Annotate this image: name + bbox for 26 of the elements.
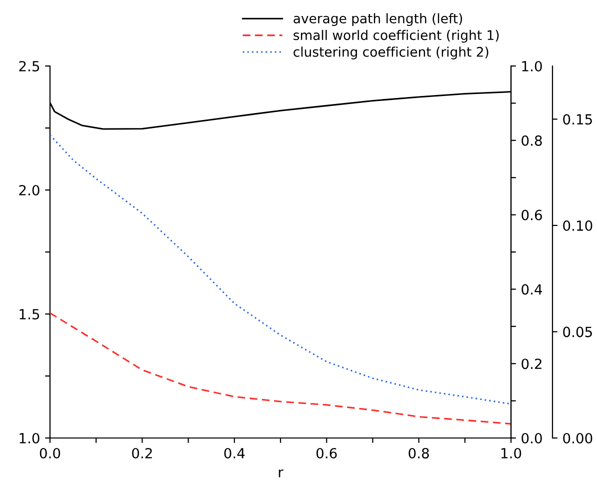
x-tick-label: 0.6 (316, 448, 337, 458)
y3-tick-label: 0.05 (563, 326, 592, 338)
x-tick-label: 1.0 (501, 448, 522, 458)
line-series (50, 312, 511, 425)
x-tick-label: 0.2 (132, 448, 152, 458)
y2-tick-label: 0.4 (522, 284, 542, 295)
y2-tick-label: 0.2 (522, 358, 542, 370)
y-tick-label: 1.0 (20, 432, 40, 444)
legend-label: small world coefficient (right 1) (294, 30, 499, 43)
y2-tick-label: 0.8 (522, 135, 542, 146)
x-tick-label: 0.8 (408, 448, 429, 458)
line-series (50, 134, 511, 405)
y3-tick-label: 0.00 (563, 432, 592, 444)
y2-tick-label: 0.0 (522, 432, 542, 444)
x-tick-label: 0.0 (40, 448, 60, 458)
x-axis-title: r (278, 469, 284, 478)
y-tick-label: 1.5 (20, 309, 40, 320)
y3-tick-label: 0.10 (563, 220, 592, 231)
legend-label: average path length (left) (294, 13, 462, 26)
y-tick-label: 2.5 (19, 60, 40, 72)
y3-tick-label: 0.15 (563, 114, 592, 125)
y-tick-label: 2.0 (19, 184, 40, 196)
legend-label: clustering coefficient (right 2) (294, 46, 488, 60)
x-tick-label: 0.4 (224, 448, 245, 458)
y2-tick-label: 0.6 (522, 210, 542, 220)
y2-tick-label: 1.0 (522, 60, 542, 72)
